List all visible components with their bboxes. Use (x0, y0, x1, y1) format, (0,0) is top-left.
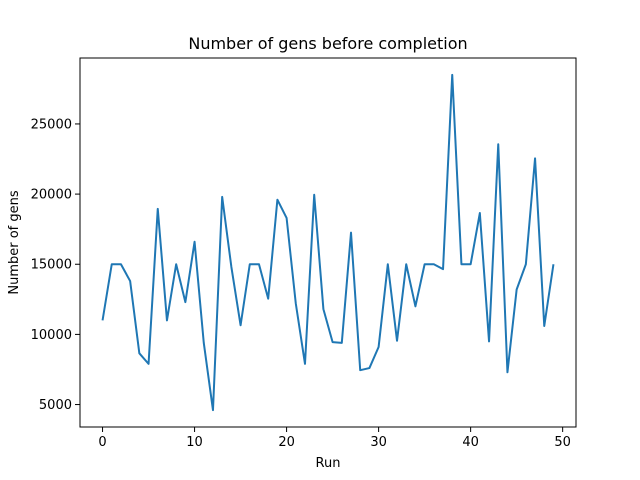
x-tick-label: 50 (554, 435, 571, 450)
plot-frame (79, 57, 577, 428)
y-tick-label: 20000 (31, 188, 72, 203)
x-tick-label: 10 (186, 435, 203, 450)
y-tick-label: 5000 (39, 398, 72, 413)
x-tick-label: 40 (462, 435, 479, 450)
x-axis: 0 10 20 30 40 50 (98, 427, 571, 450)
y-tick-label: 25000 (31, 117, 72, 132)
chart-title: Number of gens before completion (188, 34, 467, 53)
plot-area (101, 73, 555, 412)
y-tick-label: 10000 (31, 328, 72, 343)
x-tick-label: 0 (98, 435, 106, 450)
y-axis: 5000 10000 15000 20000 25000 (31, 117, 80, 413)
y-axis-label: Number of gens (7, 190, 22, 295)
x-axis-label: Run (316, 456, 341, 471)
y-tick-label: 15000 (31, 258, 72, 273)
series-line (101, 73, 555, 412)
x-tick-label: 30 (370, 435, 387, 450)
x-tick-label: 20 (278, 435, 295, 450)
